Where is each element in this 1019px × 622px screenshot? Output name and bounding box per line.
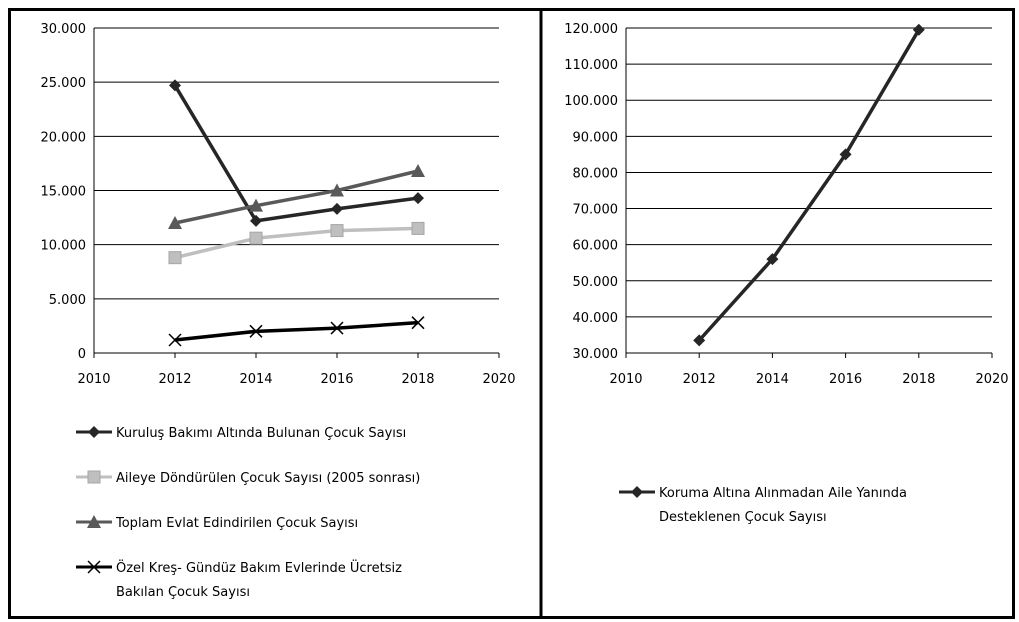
x-tick-label: 2010	[609, 372, 642, 387]
data-point	[693, 334, 706, 347]
data-point	[330, 321, 344, 335]
data-point	[411, 221, 425, 235]
series-line	[173, 84, 419, 223]
x-tick-label: 2016	[320, 372, 353, 387]
legend-label: Koruma Altına Alınmadan Aile Yanında	[659, 486, 907, 501]
data-point	[330, 183, 344, 197]
y-tick-label: 0	[78, 347, 86, 362]
y-tick-label: 25.000	[41, 76, 87, 91]
y-tick-label: 120.000	[564, 22, 618, 37]
data-point	[330, 224, 344, 238]
legend-label: Toplam Evlat Edindirilen Çocuk Sayısı	[115, 516, 358, 531]
figure-border	[8, 8, 1015, 619]
y-tick-label: 5.000	[49, 293, 86, 308]
x-tick-label: 2012	[158, 372, 191, 387]
data-point	[249, 198, 263, 212]
series-line	[174, 169, 419, 225]
y-tick-label: 80.000	[573, 166, 619, 181]
x-tick-label: 2018	[401, 372, 434, 387]
data-point	[766, 253, 779, 266]
x-tick-label: 2010	[77, 372, 110, 387]
legend-marker	[87, 515, 101, 528]
legend-marker	[631, 486, 643, 498]
legend-marker	[87, 470, 101, 484]
y-tick-label: 40.000	[573, 311, 619, 326]
data-point	[839, 148, 852, 161]
data-point	[331, 202, 343, 215]
data-point	[249, 324, 263, 338]
data-point	[168, 333, 182, 347]
x-tick-label: 2014	[239, 372, 272, 387]
data-point	[411, 316, 425, 330]
y-tick-label: 20.000	[41, 130, 87, 145]
x-tick-label: 2014	[756, 372, 789, 387]
series-line	[697, 28, 921, 342]
x-tick-label: 2020	[975, 372, 1008, 387]
data-point	[912, 23, 925, 36]
data-point	[412, 192, 424, 205]
y-tick-label: 100.000	[564, 94, 618, 109]
legend-label: Özel Kreş- Gündüz Bakım Evlerinde Ücrets…	[116, 559, 402, 576]
y-tick-label: 60.000	[573, 239, 619, 254]
x-tick-label: 2018	[902, 372, 935, 387]
x-tick-label: 2012	[683, 372, 716, 387]
legend-label: Desteklenen Çocuk Sayısı	[659, 510, 827, 525]
y-tick-label: 110.000	[564, 58, 618, 73]
data-point	[169, 79, 181, 92]
series-line	[174, 226, 419, 260]
legend-label: Kuruluş Bakımı Altında Bulunan Çocuk Say…	[116, 426, 406, 441]
data-point	[250, 214, 262, 227]
x-tick-label: 2016	[829, 372, 862, 387]
data-point	[249, 231, 263, 245]
series-line	[174, 320, 419, 342]
y-tick-label: 15.000	[41, 185, 87, 200]
y-tick-label: 30.000	[573, 347, 619, 362]
chart-right: 30.000 40.000 50.000 60.000 70.000 80.000 90.0…	[564, 22, 1008, 525]
data-point	[411, 164, 425, 177]
legend-marker	[88, 426, 100, 438]
y-tick-label: 30.000	[41, 22, 87, 37]
y-tick-label: 10.000	[41, 239, 87, 254]
y-tick-label: 50.000	[573, 275, 619, 290]
legend-marker	[87, 560, 101, 574]
y-tick-label: 70.000	[573, 203, 619, 218]
legend-label: Bakılan Çocuk Sayısı	[116, 585, 250, 600]
legend-label: Aileye Döndürülen Çocuk Sayısı (2005 son…	[116, 471, 420, 486]
y-tick-label: 90.000	[573, 130, 619, 145]
data-point	[168, 251, 182, 265]
x-tick-label: 2020	[482, 372, 515, 387]
data-point	[168, 216, 182, 229]
chart-left: 0 5.000 10.000 15.000 20.000 25.000 30.000 2010…	[41, 22, 516, 600]
